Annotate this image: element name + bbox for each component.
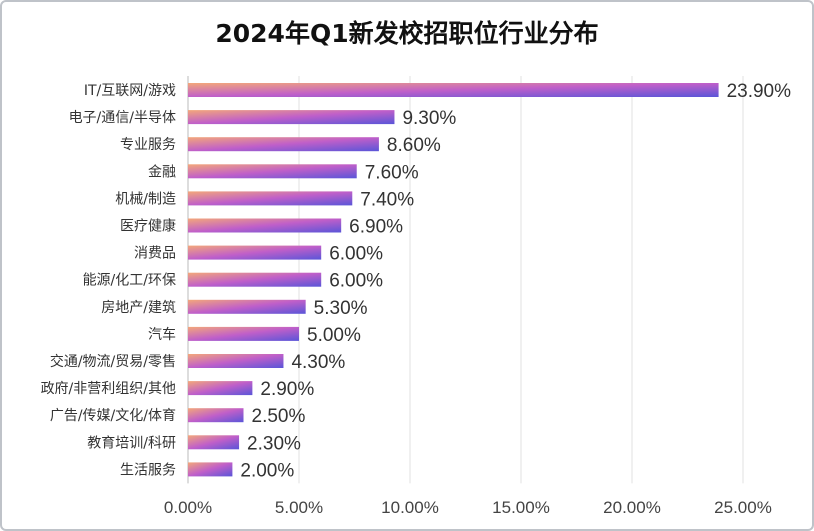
category-label: 医疗健康: [120, 218, 176, 235]
x-tick-label: 15.00%: [492, 498, 550, 517]
bar: [188, 462, 233, 477]
value-label: 2.30%: [247, 433, 301, 454]
bar: [188, 137, 379, 152]
value-label: 6.00%: [329, 244, 383, 265]
bar: [188, 218, 342, 233]
value-label: 23.90%: [727, 81, 792, 102]
x-tick-label: 20.00%: [603, 498, 661, 517]
category-label: 机械/制造: [115, 191, 176, 207]
bar: [188, 110, 395, 125]
category-label: IT/互联网/游戏: [84, 83, 176, 99]
category-label: 消费品: [134, 246, 176, 262]
value-label: 5.00%: [307, 325, 361, 346]
category-label: 交通/物流/贸易/零售: [50, 353, 176, 370]
category-label: 广告/传媒/文化/体育: [50, 408, 176, 424]
x-tick-label: 10.00%: [381, 498, 439, 517]
x-tick-label: 5.00%: [275, 498, 323, 517]
bar: [188, 299, 306, 314]
value-label: 5.30%: [314, 298, 368, 319]
value-label: 2.50%: [252, 406, 306, 427]
value-label: 2.00%: [240, 460, 294, 481]
category-label: 生活服务: [120, 462, 176, 478]
category-label: 房地产/建筑: [101, 300, 176, 316]
value-label: 9.30%: [402, 108, 456, 129]
category-label: 教育培训/科研: [87, 435, 176, 451]
value-label: 2.90%: [260, 379, 314, 400]
category-label: 电子/通信/半导体: [69, 110, 176, 126]
bar: [188, 191, 353, 206]
category-label: 政府/非营利组织/其他: [41, 381, 176, 397]
bar: [188, 83, 719, 97]
bar: [188, 435, 240, 450]
x-tick-label: 25.00%: [714, 498, 772, 517]
x-tick-label: 0.00%: [164, 498, 212, 517]
category-label: 专业服务: [120, 137, 176, 153]
value-label: 6.00%: [329, 271, 383, 292]
bar: [188, 326, 299, 341]
value-label: 7.40%: [360, 189, 414, 210]
value-label: 8.60%: [387, 135, 441, 156]
value-label: 7.60%: [365, 162, 419, 183]
bar: [188, 245, 322, 260]
category-label: 能源/化工/环保: [83, 273, 176, 289]
value-label: 4.30%: [291, 352, 345, 373]
chart-title: 2024年Q1新发校招职位行业分布: [215, 19, 599, 48]
category-label: 汽车: [148, 326, 176, 343]
bar: [188, 381, 253, 396]
bar: [188, 272, 322, 287]
value-label: 6.90%: [349, 217, 403, 238]
bar: [188, 354, 284, 368]
bar: [188, 164, 357, 179]
category-label: 金融: [148, 164, 176, 180]
bar: [188, 408, 244, 423]
